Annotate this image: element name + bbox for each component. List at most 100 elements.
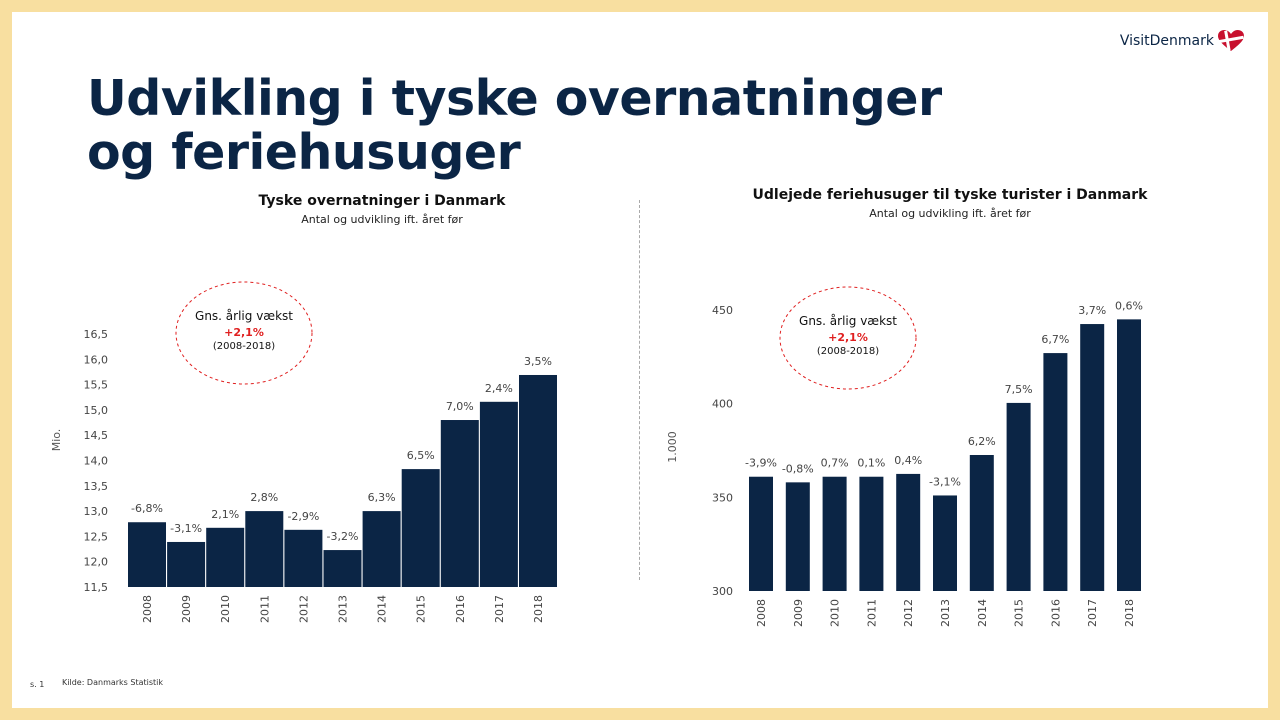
heart-flag-icon	[1218, 30, 1244, 51]
data-label: 3,7%	[1078, 304, 1106, 317]
annotation-period: (2008-2018)	[213, 341, 275, 352]
bar-2017	[1080, 324, 1105, 591]
title-line-2: og feriehusuger	[87, 124, 521, 181]
divider	[639, 200, 640, 580]
page-number: s. 1	[30, 680, 45, 689]
logo-text: VisitDenmark	[1119, 33, 1214, 49]
y-tick-label: 450	[712, 304, 733, 317]
data-label: 0,1%	[857, 457, 885, 470]
chart1-title: Tyske overnatninger i Danmark	[258, 193, 506, 209]
x-tick-label: 2009	[180, 595, 193, 623]
x-tick-label: 2010	[829, 599, 842, 627]
annotation-ellipse	[779, 286, 917, 390]
y-tick-label: 400	[712, 398, 733, 411]
y-tick-label: 12,5	[84, 530, 109, 543]
y-tick-label: 15,0	[84, 404, 109, 417]
y-tick-label: 300	[712, 585, 733, 598]
x-tick-label: 2017	[493, 595, 506, 623]
bar-2011	[859, 476, 884, 591]
x-tick-label: 2010	[219, 595, 232, 623]
bar-2016	[440, 420, 479, 587]
data-label: 2,1%	[211, 508, 239, 521]
x-tick-label: 2012	[297, 595, 310, 623]
bar-2018	[519, 374, 557, 587]
data-label: -0,8%	[782, 462, 814, 475]
y-tick-label: 12,0	[84, 556, 109, 569]
data-label: 6,7%	[1041, 333, 1069, 346]
data-label: -6,8%	[131, 502, 163, 515]
bar-2015	[401, 469, 440, 587]
x-tick-label: 2013	[337, 595, 350, 623]
bar-2014	[362, 511, 401, 587]
data-label: 2,8%	[250, 491, 278, 504]
source-note: Kilde: Danmarks Statistik	[62, 678, 164, 687]
bar-2014	[969, 454, 994, 591]
data-label: 0,4%	[894, 454, 922, 467]
data-label: 0,6%	[1115, 299, 1143, 312]
x-tick-label: 2008	[755, 599, 768, 627]
data-label: 6,2%	[968, 435, 996, 448]
x-tick-label: 2008	[141, 595, 154, 623]
x-tick-label: 2009	[792, 599, 805, 627]
bar-2012	[896, 473, 921, 591]
y-tick-label: 13,5	[84, 480, 109, 493]
bar-2012	[284, 529, 323, 587]
annotation-label: Gns. årlig vækst	[195, 309, 293, 323]
y-axis-label: Mio.	[50, 429, 63, 452]
annotation-ellipse	[175, 281, 313, 385]
y-tick-label: 14,0	[84, 455, 109, 468]
y-tick-label: 14,5	[84, 429, 109, 442]
chart1-subtitle: Antal og udvikling ift. året før	[301, 213, 463, 226]
x-tick-label: 2015	[1013, 599, 1026, 627]
data-label: 6,5%	[407, 449, 435, 462]
bar-2015	[1006, 402, 1031, 591]
annotation-value: +2,1%	[224, 326, 264, 339]
annotation-value: +2,1%	[828, 331, 868, 344]
data-label: -3,1%	[929, 475, 961, 488]
x-tick-label: 2013	[939, 599, 952, 627]
bar-2016	[1043, 353, 1068, 591]
logo: VisitDenmark	[1120, 30, 1244, 52]
bar-2008	[128, 522, 166, 587]
bar-2009	[167, 541, 206, 587]
page-title: Udvikling i tyske overnatninger og ferie…	[87, 72, 942, 180]
bar-2013	[323, 550, 362, 587]
data-label: -3,9%	[745, 457, 777, 470]
annotation-period: (2008-2018)	[817, 346, 879, 357]
bar-2017	[479, 401, 518, 587]
data-label: 6,3%	[368, 491, 396, 504]
y-tick-label: 16,5	[84, 328, 109, 341]
x-tick-label: 2012	[902, 599, 915, 627]
data-label: -3,2%	[327, 530, 359, 543]
bar-2018	[1117, 319, 1141, 591]
data-label: 0,7%	[821, 457, 849, 470]
chart2-subtitle: Antal og udvikling ift. året før	[869, 207, 1031, 220]
x-tick-label: 2011	[865, 599, 878, 627]
x-tick-label: 2018	[1123, 599, 1136, 627]
title-line-1: Udvikling i tyske overnatninger	[87, 70, 942, 127]
data-label: 7,5%	[1005, 383, 1033, 396]
data-label: 3,5%	[524, 355, 552, 368]
y-axis-label: 1.000	[666, 431, 679, 463]
bar-2009	[785, 482, 810, 591]
x-tick-label: 2018	[532, 595, 545, 623]
data-label: -2,9%	[287, 510, 319, 523]
x-tick-label: 2016	[454, 595, 467, 623]
data-label: 7,0%	[446, 400, 474, 413]
x-tick-label: 2015	[415, 595, 428, 623]
annotation-label: Gns. årlig vækst	[799, 314, 897, 328]
y-tick-label: 13,0	[84, 505, 109, 518]
x-tick-label: 2017	[1086, 599, 1099, 627]
y-tick-label: 15,5	[84, 379, 109, 392]
bar-2011	[245, 511, 284, 587]
bar-2013	[933, 495, 957, 591]
x-tick-label: 2014	[976, 599, 989, 627]
chart2-title: Udlejede feriehusuger til tyske turister…	[752, 187, 1148, 203]
x-tick-label: 2014	[376, 595, 389, 623]
y-tick-label: 350	[712, 491, 733, 504]
x-tick-label: 2011	[258, 595, 271, 623]
bar-2010	[822, 476, 847, 591]
bar-2008	[749, 476, 773, 591]
data-label: -3,1%	[170, 522, 202, 535]
